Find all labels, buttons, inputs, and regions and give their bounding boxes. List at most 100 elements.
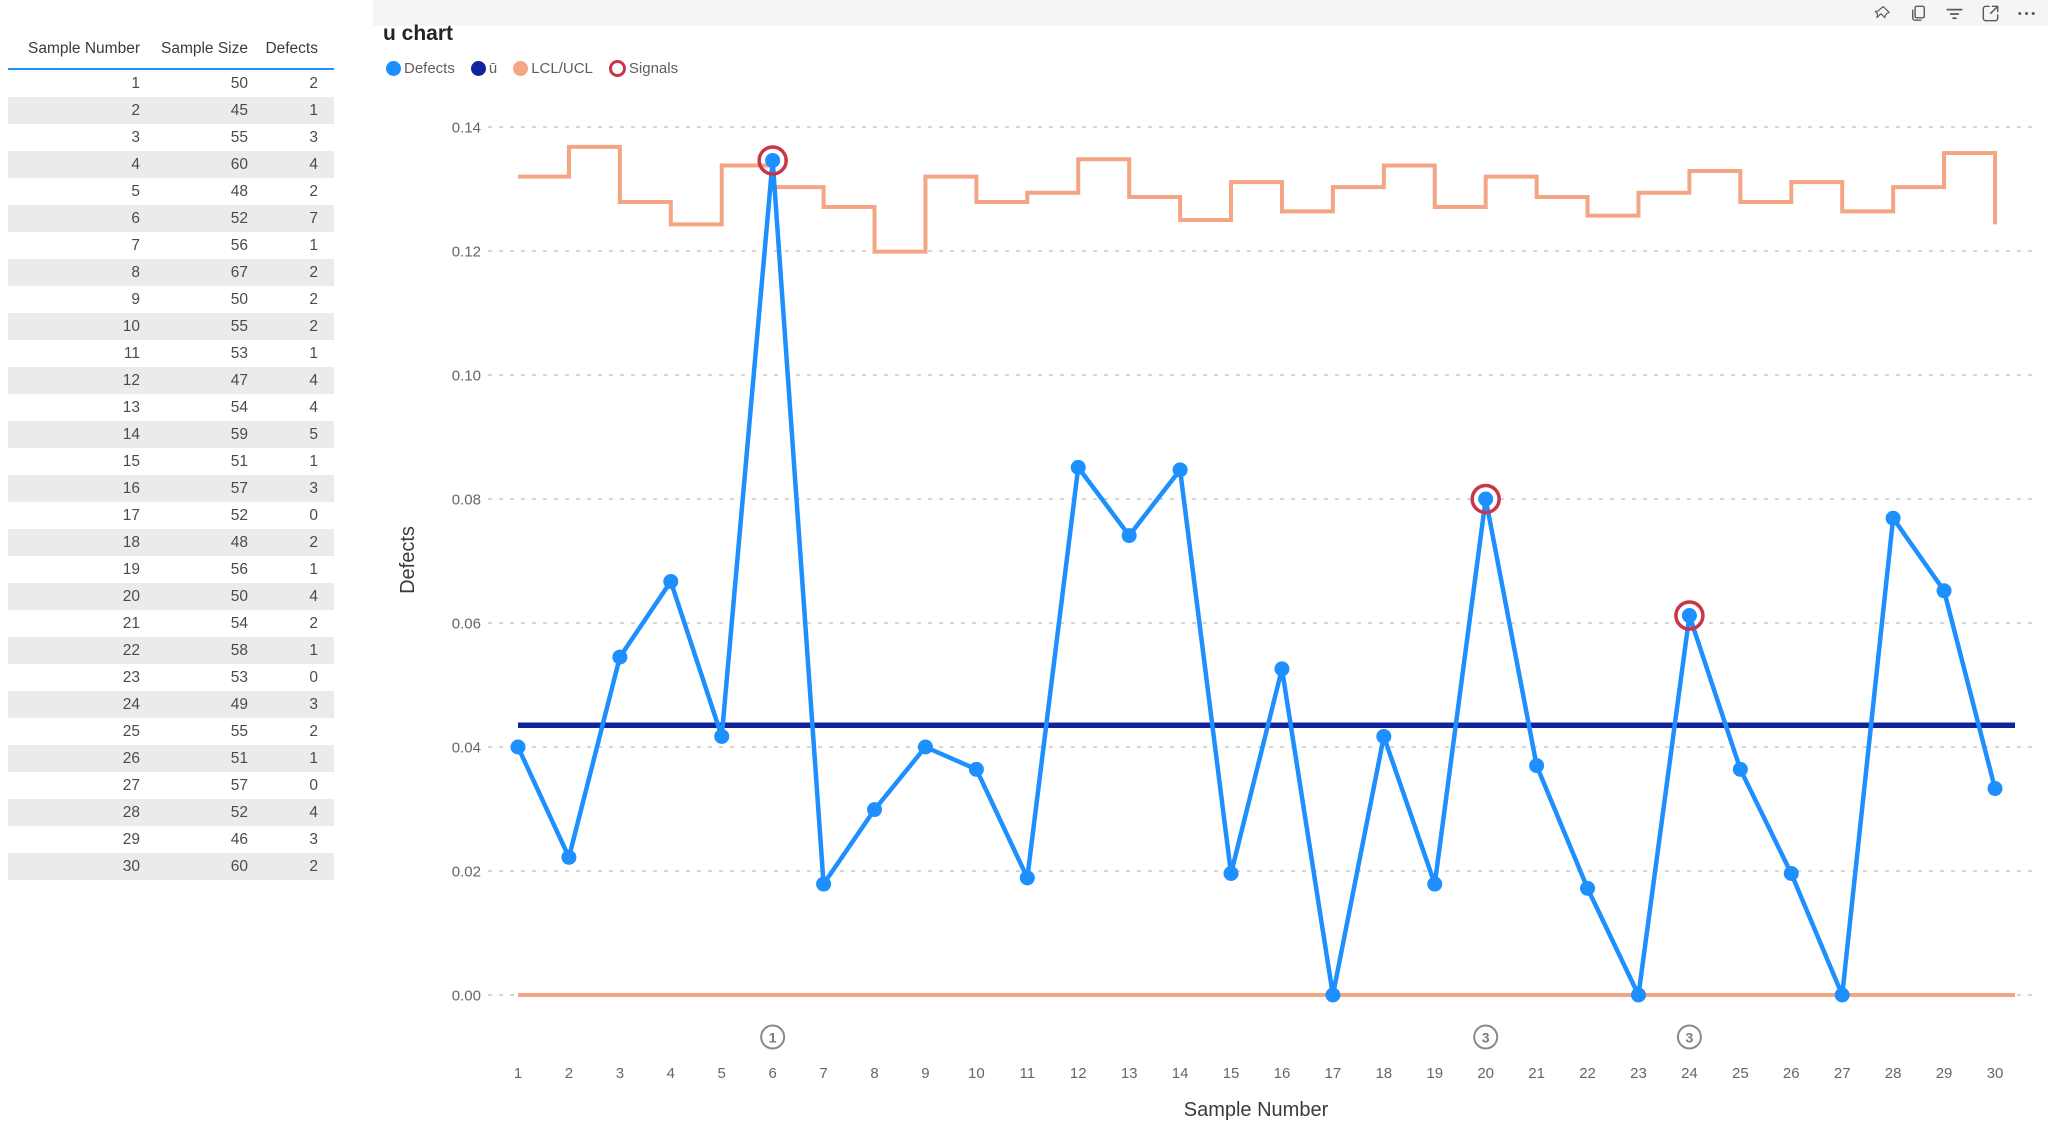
table-cell: 55	[230, 128, 248, 146]
legend-dot-marker	[386, 61, 401, 76]
data-point[interactable]	[1732, 761, 1748, 777]
data-point[interactable]	[1834, 987, 1850, 1003]
data-point[interactable]	[816, 876, 832, 892]
data-point[interactable]	[1529, 758, 1545, 774]
table-row[interactable]: 17 52 0	[8, 502, 334, 529]
table-cell: 10	[122, 317, 140, 335]
table-row[interactable]: 7 56 1	[8, 232, 334, 259]
table-cell: 58	[230, 641, 248, 659]
defects-line	[515, 158, 1998, 998]
data-point[interactable]	[1427, 876, 1443, 892]
table-row[interactable]: 20 50 4	[8, 583, 334, 610]
table-row[interactable]: 29 46 3	[8, 826, 334, 853]
legend-item[interactable]: LCL/UCL	[513, 60, 593, 77]
focus-mode-icon[interactable]	[1979, 2, 2002, 25]
data-point[interactable]	[1325, 987, 1341, 1003]
x-axis-tick-label: 8	[870, 1065, 878, 1082]
data-point[interactable]	[1172, 462, 1188, 478]
table-row[interactable]: 9 50 2	[8, 286, 334, 313]
filter-icon[interactable]	[1943, 2, 1966, 25]
data-point[interactable]	[1630, 987, 1646, 1003]
table-row[interactable]: 15 51 1	[8, 448, 334, 475]
table-row[interactable]: 4 60 4	[8, 151, 334, 178]
data-point[interactable]	[1376, 728, 1392, 744]
data-point[interactable]	[917, 739, 933, 755]
table-row[interactable]: 25 55 2	[8, 718, 334, 745]
legend-label: ū	[488, 60, 498, 77]
legend-item[interactable]: Defects	[386, 60, 455, 77]
chart-title: u chart	[383, 22, 454, 45]
table-row[interactable]: 28 52 4	[8, 799, 334, 826]
table-cell: 4	[309, 371, 318, 389]
table-row[interactable]: 10 55 2	[8, 313, 334, 340]
legend-dot-marker	[513, 61, 529, 76]
data-point[interactable]	[1580, 880, 1596, 896]
signal-ring[interactable]	[1470, 483, 1501, 515]
more-options-icon[interactable]	[2015, 2, 2038, 25]
table-cell: 0	[309, 506, 318, 524]
data-point[interactable]	[1885, 510, 1901, 526]
data-point[interactable]	[612, 649, 628, 665]
x-axis-tick-label: 13	[1121, 1065, 1138, 1082]
table-row[interactable]: 6 52 7	[8, 205, 334, 232]
legend-item[interactable]: ū	[470, 60, 498, 77]
y-axis-tick-label: 0.04	[452, 740, 481, 757]
table-cell: 60	[230, 155, 248, 173]
data-point[interactable]	[1783, 865, 1799, 881]
table-row[interactable]: 12 47 4	[8, 367, 334, 394]
table-row[interactable]: 11 53 1	[8, 340, 334, 367]
signal-ring[interactable]	[1674, 600, 1705, 631]
table-row[interactable]: 18 48 2	[8, 529, 334, 556]
table-cell: 18	[122, 533, 140, 551]
table-row[interactable]: 22 58 1	[8, 637, 334, 664]
table-row[interactable]: 8 67 2	[8, 259, 334, 286]
table-cell: 1	[309, 344, 318, 362]
data-point[interactable]	[1987, 781, 2003, 797]
table-row[interactable]: 26 51 1	[8, 745, 334, 772]
table-row[interactable]: 23 53 0	[8, 664, 334, 691]
data-point[interactable]	[867, 802, 883, 818]
pin-icon[interactable]	[1871, 2, 1894, 25]
data-point[interactable]	[1681, 608, 1697, 624]
table-cell: 25	[122, 722, 140, 740]
data-point[interactable]	[1019, 870, 1035, 886]
data-point[interactable]	[1121, 528, 1137, 544]
data-point[interactable]	[1478, 491, 1494, 507]
chart-legend: Defects ū LCL/UCL Signals	[386, 60, 678, 77]
data-point[interactable]	[1936, 583, 1952, 599]
data-point[interactable]	[1070, 459, 1086, 475]
table-cell: 11	[123, 344, 140, 362]
table-row[interactable]: 19 56 1	[8, 556, 334, 583]
signal-ring[interactable]	[757, 145, 788, 176]
data-point[interactable]	[1274, 661, 1290, 677]
table-row[interactable]: 3 55 3	[8, 124, 334, 151]
table-cell: 20	[122, 587, 140, 605]
table-row[interactable]: 13 54 4	[8, 394, 334, 421]
table-row[interactable]: 24 49 3	[8, 691, 334, 718]
column-header[interactable]: Sample Number	[28, 40, 140, 57]
data-point[interactable]	[765, 152, 781, 168]
table-row[interactable]: 16 57 3	[8, 475, 334, 502]
table-row[interactable]: 30 60 2	[8, 853, 334, 880]
table-cell: 6	[131, 209, 140, 227]
legend-item[interactable]: Signals	[608, 60, 678, 77]
column-header[interactable]: Sample Size	[160, 40, 248, 57]
data-point[interactable]	[968, 761, 984, 777]
table-row[interactable]: 1 50 2	[8, 70, 334, 97]
data-point[interactable]	[510, 739, 526, 755]
table-cell: 4	[309, 803, 318, 821]
table-row[interactable]: 14 59 5	[8, 421, 334, 448]
legend-dot-marker	[470, 61, 486, 76]
table-row[interactable]: 5 48 2	[8, 178, 334, 205]
table-row[interactable]: 27 57 0	[8, 772, 334, 799]
data-point[interactable]	[1223, 865, 1239, 881]
table-row[interactable]: 21 54 2	[8, 610, 334, 637]
data-point[interactable]	[714, 728, 730, 744]
column-header[interactable]: Defects	[265, 40, 318, 57]
table-row[interactable]: 2 45 1	[8, 97, 334, 124]
table-cell: 60	[230, 857, 248, 875]
x-axis-tick-label: 5	[718, 1065, 726, 1082]
data-point[interactable]	[663, 573, 679, 589]
copy-icon[interactable]	[1907, 2, 1930, 25]
data-point[interactable]	[561, 849, 577, 865]
